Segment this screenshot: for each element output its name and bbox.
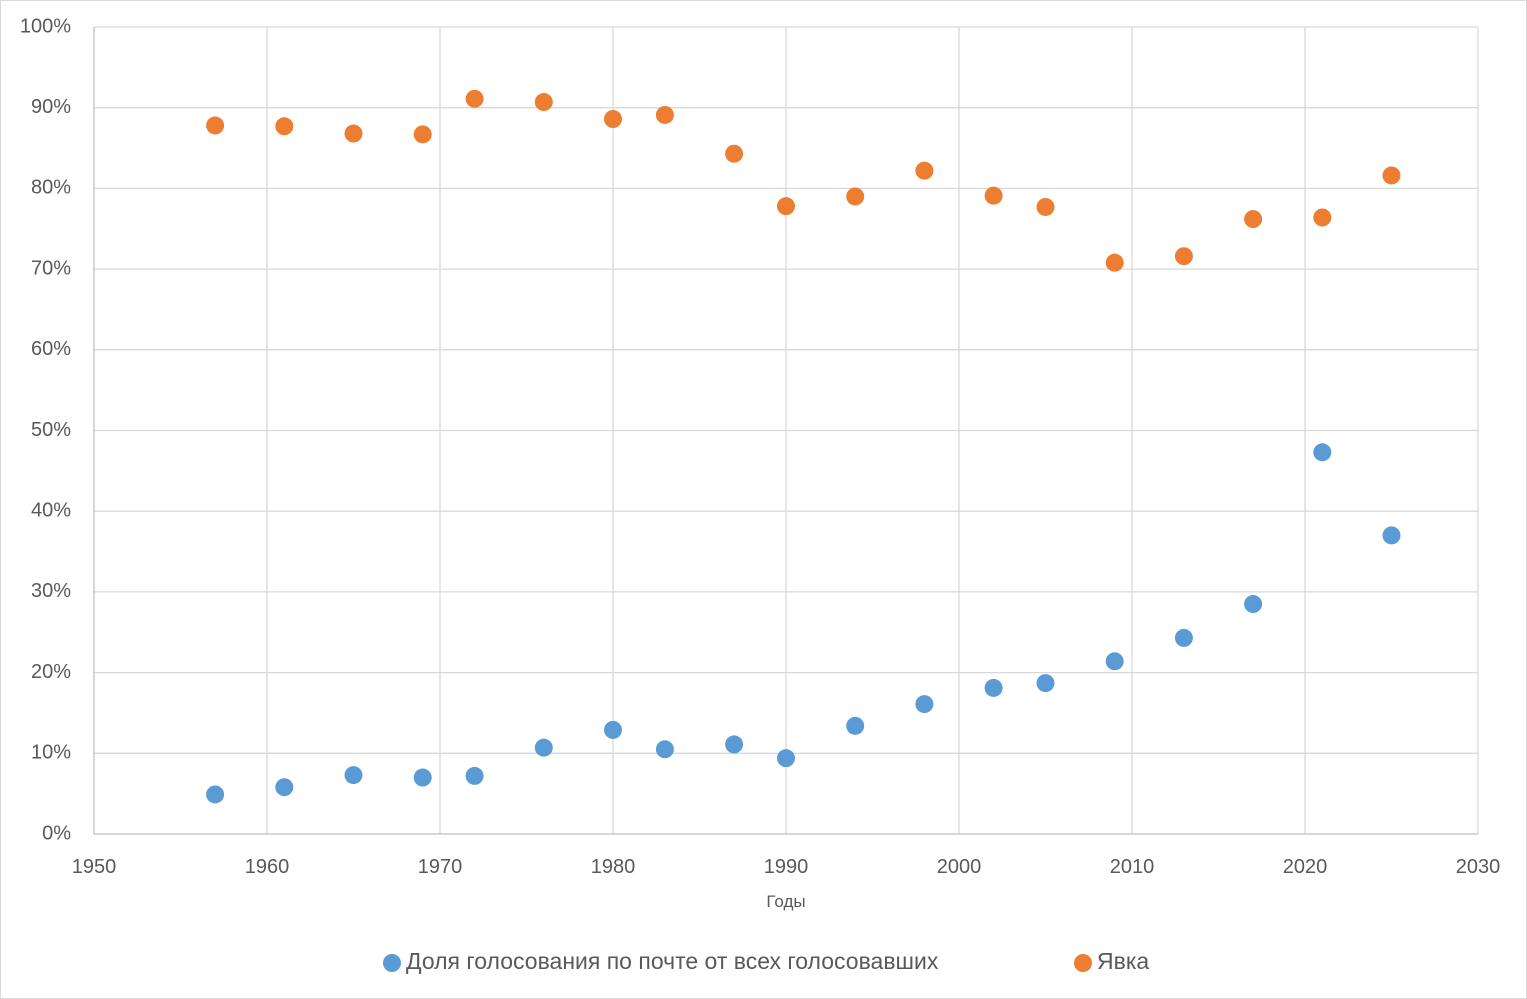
legend: Доля голосования по почте от всех голосо… [383, 948, 1149, 974]
y-tick-label: 20% [31, 661, 71, 683]
data-point [1036, 197, 1055, 216]
data-point [465, 766, 484, 785]
y-tick-label: 100% [20, 15, 71, 37]
data-point [1382, 526, 1401, 545]
x-tick-label: 2000 [937, 856, 982, 878]
legend-marker [383, 954, 401, 972]
legend-marker [1074, 954, 1092, 972]
x-tick-label: 1970 [418, 856, 463, 878]
data-point [846, 716, 865, 735]
data-points [206, 89, 1401, 804]
data-point [1313, 208, 1332, 227]
data-point [655, 740, 674, 759]
legend-item: Доля голосования по почте от всех голосо… [383, 948, 939, 974]
data-point [725, 735, 744, 754]
data-point [1313, 443, 1332, 462]
x-tick-label: 2030 [1456, 856, 1501, 878]
grid [94, 26, 1479, 834]
data-point [604, 720, 622, 739]
series-2 [206, 89, 1401, 272]
y-tick-label: 60% [31, 338, 71, 360]
data-point [915, 695, 934, 714]
x-tick-label: 2020 [1283, 856, 1328, 878]
data-point [1174, 247, 1193, 266]
y-tick-label: 40% [31, 499, 71, 521]
data-point [1105, 652, 1124, 671]
y-tick-label: 10% [31, 742, 71, 764]
data-point [275, 117, 294, 136]
data-point [1036, 674, 1055, 693]
data-point [344, 766, 363, 785]
data-point [1174, 628, 1193, 647]
legend-item: Явка [1074, 948, 1149, 974]
y-tick-label: 90% [31, 96, 71, 118]
axes [93, 27, 1478, 835]
y-tick-label: 70% [31, 257, 71, 279]
x-tick-label: 1950 [72, 856, 117, 878]
data-point [984, 186, 1003, 205]
data-point [915, 161, 934, 180]
x-tick-label: 1990 [764, 856, 809, 878]
data-point [206, 785, 225, 804]
x-axis-title: Годы [766, 892, 805, 911]
data-point [1382, 166, 1401, 185]
x-tick-labels: 1950 1960 1970 1980 1990 2000 2010 2020 2030 [72, 856, 1501, 878]
legend-label: Явка [1097, 948, 1149, 974]
data-point [534, 93, 553, 112]
data-point [344, 124, 363, 143]
y-tick-label: 0% [42, 822, 71, 844]
data-point [1105, 253, 1124, 272]
data-point [984, 678, 1003, 697]
data-point [725, 144, 744, 163]
data-point [413, 768, 432, 787]
data-point [413, 125, 432, 144]
data-point [275, 778, 294, 797]
y-tick-label: 30% [31, 580, 71, 602]
y-tick-label: 50% [31, 419, 71, 441]
data-point [604, 109, 622, 128]
data-point [846, 187, 865, 206]
x-tick-label: 1980 [591, 856, 636, 878]
data-point [655, 105, 674, 124]
data-point [777, 749, 795, 768]
series-1 [206, 443, 1401, 804]
data-point [465, 89, 484, 108]
data-point [1244, 210, 1263, 229]
x-tick-label: 2010 [1110, 856, 1155, 878]
data-point [1244, 595, 1263, 614]
x-tick-label: 1960 [245, 856, 290, 878]
data-point [534, 738, 553, 757]
y-tick-labels: 0% 10% 20% 30% 40% 50% 60% 70% 80% 90% 100% [20, 15, 71, 844]
data-point [206, 116, 225, 135]
data-point [777, 197, 795, 216]
legend-label: Доля голосования по почте от всех голосо… [406, 948, 939, 974]
y-tick-label: 80% [31, 177, 71, 199]
